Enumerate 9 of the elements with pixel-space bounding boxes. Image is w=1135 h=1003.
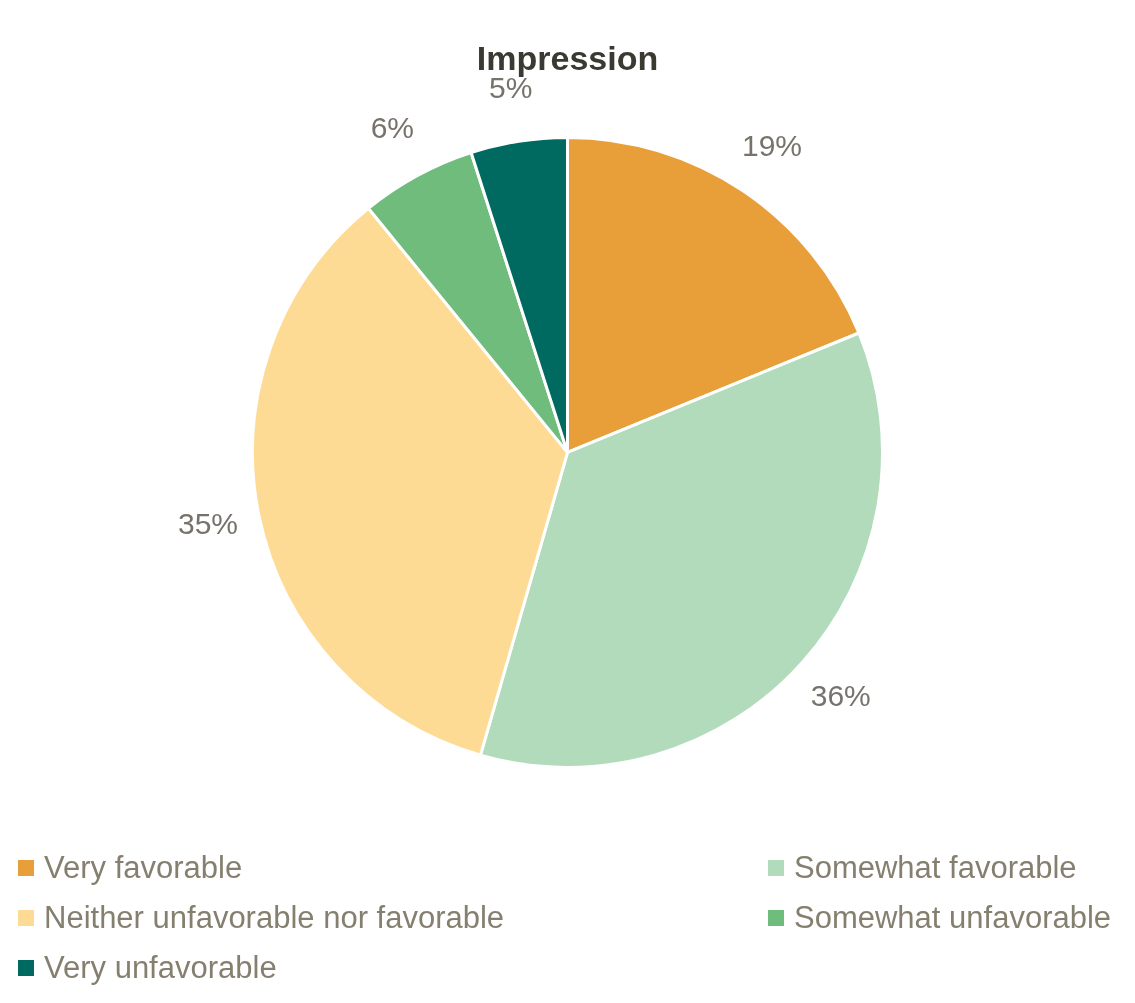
legend-label: Very unfavorable <box>44 950 277 986</box>
data-label: 19% <box>741 128 803 162</box>
legend-label: Neither unfavorable nor favorable <box>44 900 505 936</box>
legend-label: Somewhat unfavorable <box>794 900 1112 936</box>
legend-label: Somewhat favorable <box>794 850 1077 886</box>
data-label: 35% <box>177 507 238 541</box>
data-label: 6% <box>370 111 414 145</box>
legend-label: Very favorable <box>44 850 243 886</box>
data-label: 36% <box>810 678 871 712</box>
